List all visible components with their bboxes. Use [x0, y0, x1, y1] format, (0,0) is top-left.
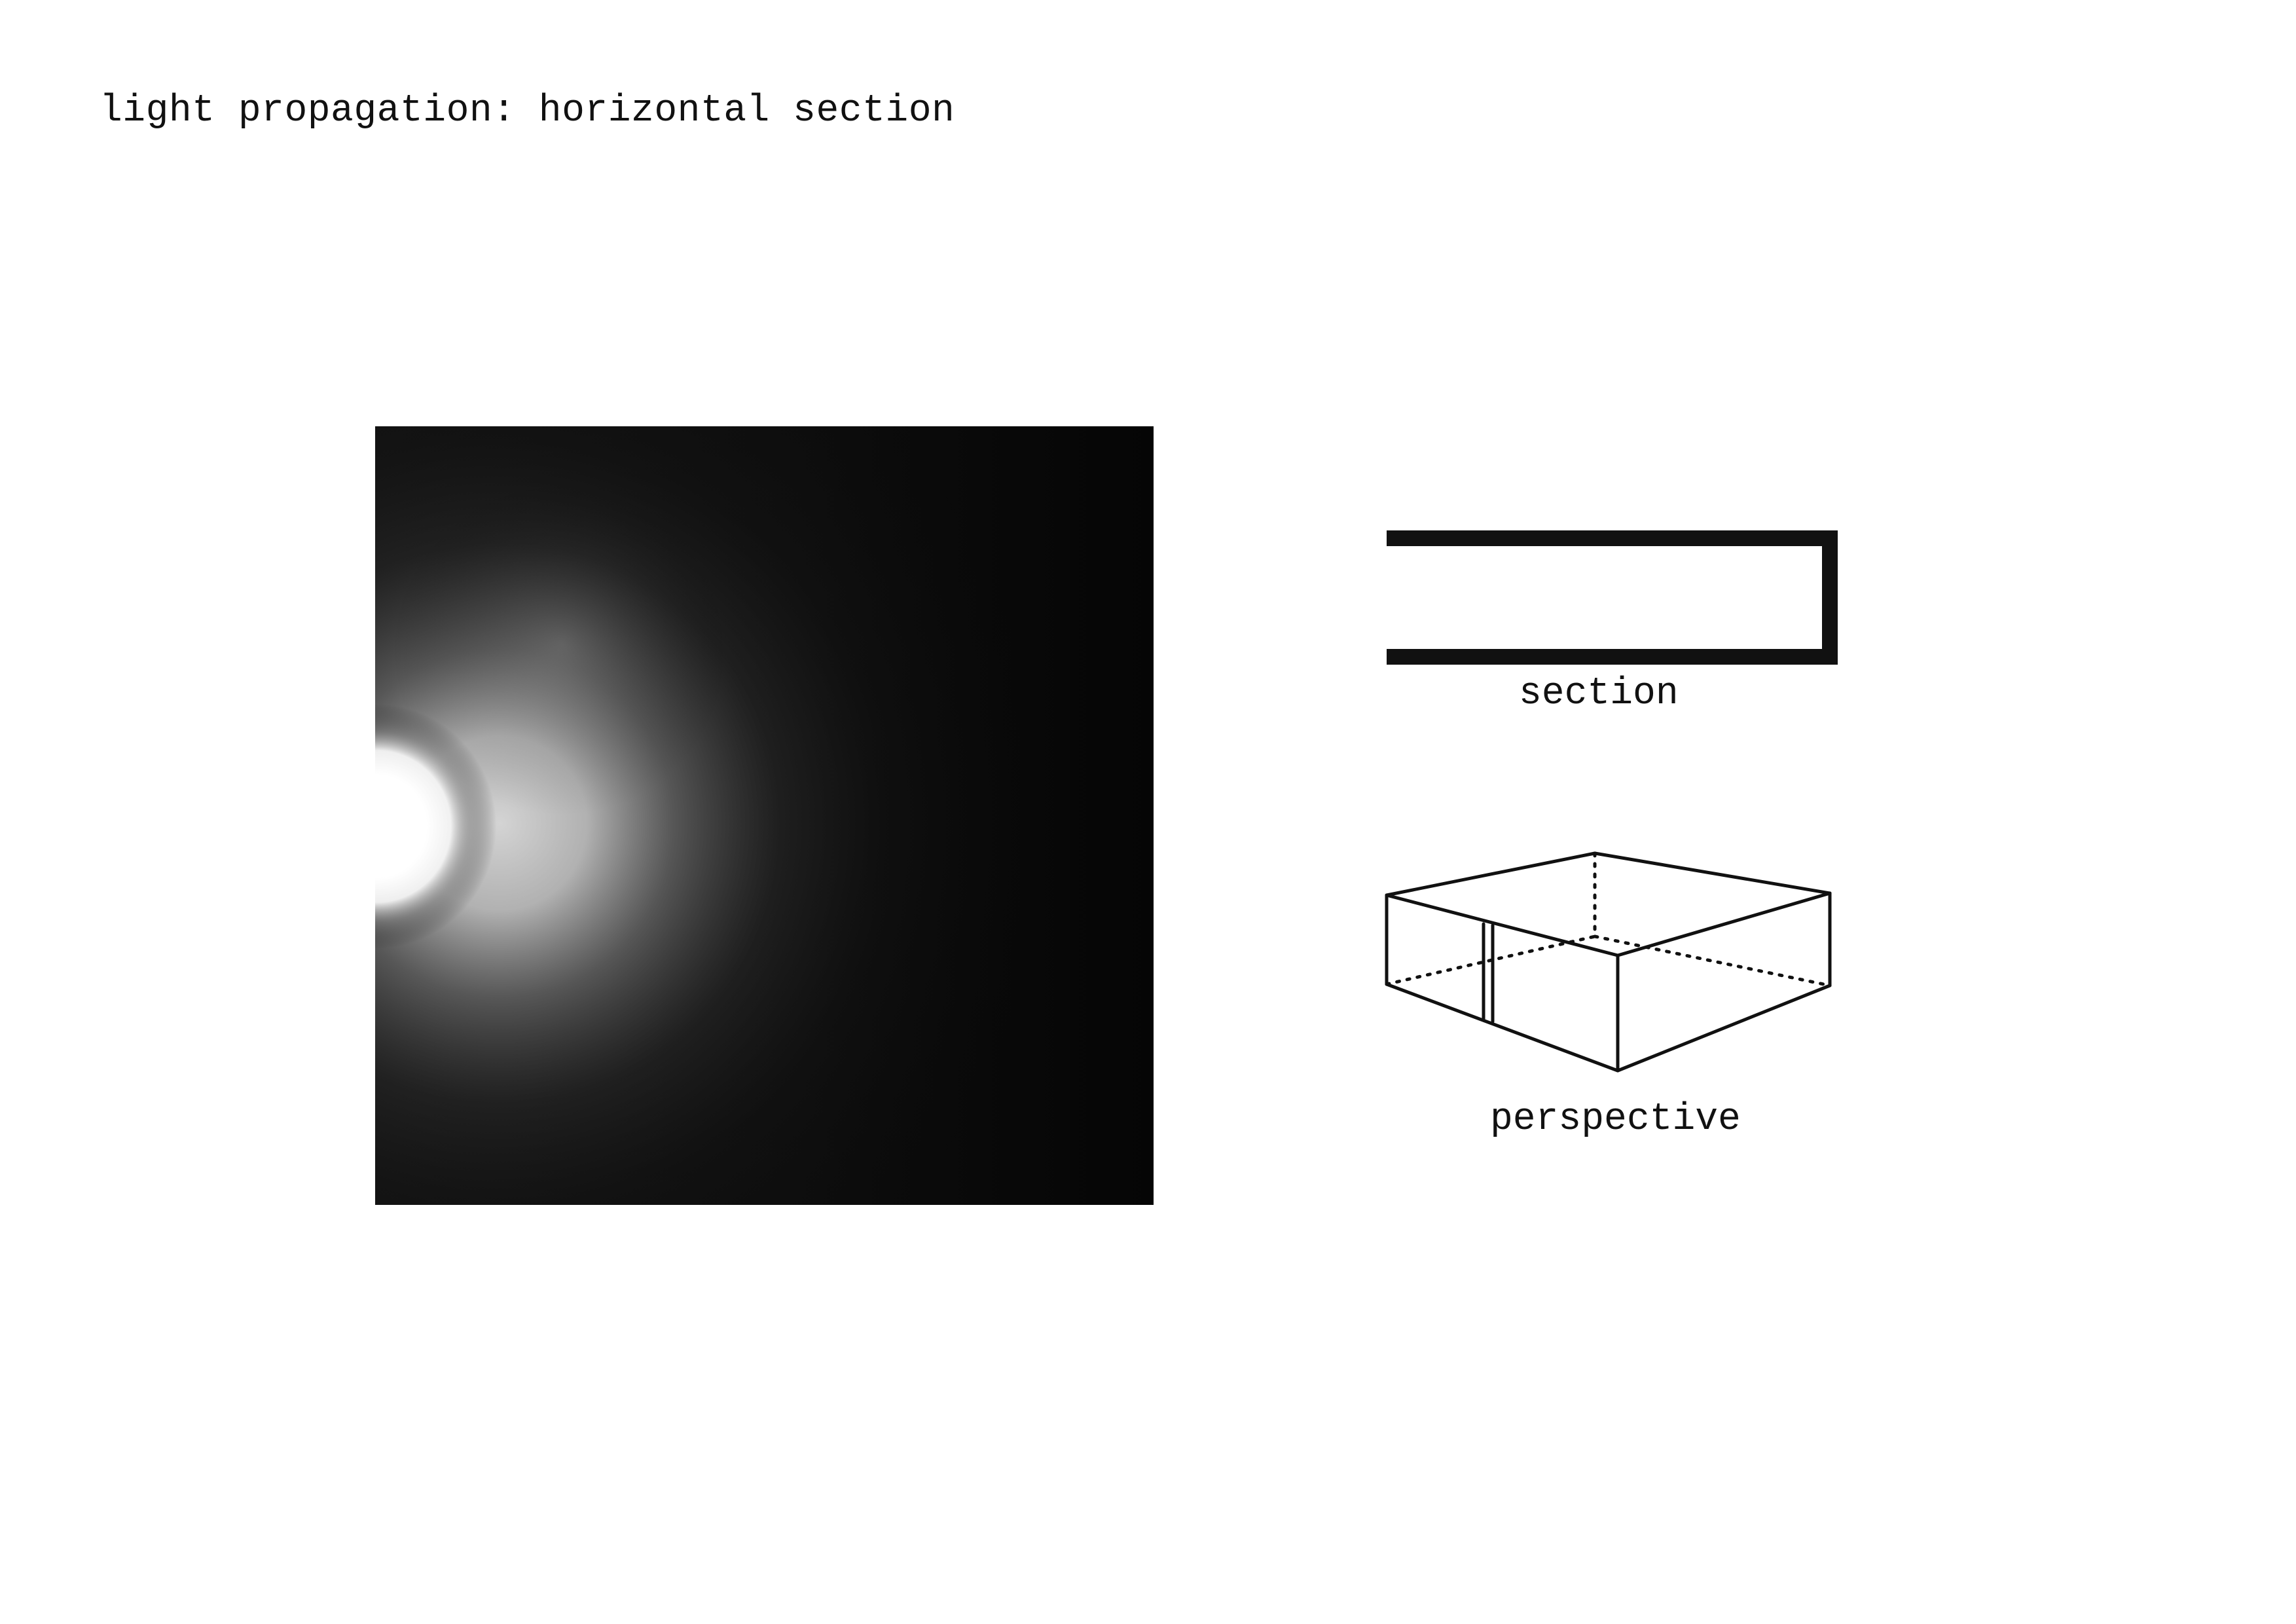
- light-propagation-panel: [375, 426, 1154, 1205]
- perspective-drawing: [1385, 851, 1832, 1073]
- section-drawing: [1387, 530, 1838, 665]
- perspective-label: perspective: [1490, 1098, 1741, 1141]
- page-title: light propagation: horizontal section: [100, 90, 955, 132]
- section-label: section: [1519, 673, 1679, 715]
- perspective-diagram: [1385, 848, 1838, 1076]
- section-diagram: [1387, 530, 1838, 668]
- light-gradient-figure: [375, 426, 1154, 1205]
